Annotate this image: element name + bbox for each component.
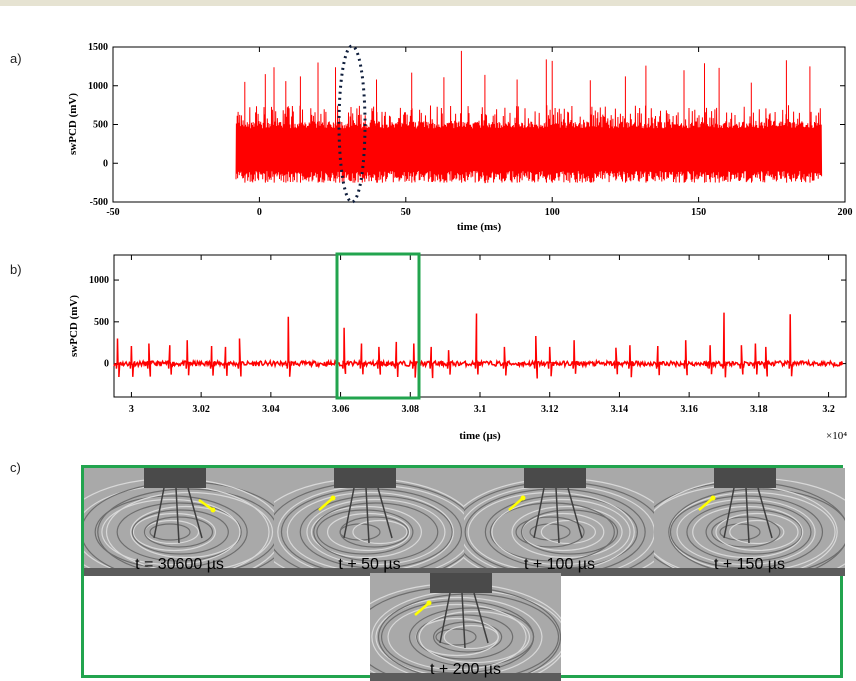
x-tick-label-a: -50 xyxy=(106,207,119,218)
x-tick-label-a: 200 xyxy=(838,207,853,218)
frame-label: t + 50 µs xyxy=(274,556,465,574)
yellow-arrow-head xyxy=(521,496,526,501)
y-tick-label-a: 0 xyxy=(103,158,108,169)
y-tick-label-a: -500 xyxy=(90,197,108,208)
x-tick-label-b: 3.04 xyxy=(262,404,280,415)
transducer-tip xyxy=(430,573,492,593)
x-tick-label-b: 3.14 xyxy=(611,404,629,415)
x-tick-label-b: 3.1 xyxy=(474,404,487,415)
y-tick-label-a: 1500 xyxy=(88,42,108,53)
highspeed-frame-2: t + 50 µs xyxy=(274,468,465,576)
x-tick-label-b: 3.2 xyxy=(822,404,835,415)
x-tick-label-b: 3 xyxy=(129,404,134,415)
transducer-tip xyxy=(334,468,396,488)
yellow-arrow-head xyxy=(331,496,336,501)
y-axis-label-a: swPCD (mV) xyxy=(67,93,79,155)
x-axis-label-b: time (µs) xyxy=(459,430,501,442)
y-tick-label-a: 500 xyxy=(93,120,108,131)
frame-label: t + 200 µs xyxy=(370,661,561,679)
highspeed-frame-4: t + 150 µs xyxy=(654,468,845,576)
yellow-arrow-head xyxy=(211,508,216,513)
transducer-tip xyxy=(144,468,206,488)
panel-label-c: c) xyxy=(10,460,21,475)
plot-area-b xyxy=(114,255,846,397)
y-tick-label-a: 1000 xyxy=(88,81,108,92)
yellow-arrow-head xyxy=(427,601,432,606)
y-tick-label-b: 1000 xyxy=(89,275,109,286)
highspeed-frame-5: t + 200 µs xyxy=(370,573,561,681)
x-tick-label-a: 50 xyxy=(401,207,411,218)
x-axis-label-a: time (ms) xyxy=(457,221,502,233)
frame-label: t + 150 µs xyxy=(654,556,845,574)
x-tick-label-b: 3.18 xyxy=(750,404,768,415)
frame-label: t = 30600 µs xyxy=(84,556,275,574)
x-tick-label-b: 3.12 xyxy=(541,404,559,415)
x-tick-label-b: 3.06 xyxy=(332,404,350,415)
y-tick-label-b: 0 xyxy=(104,359,109,370)
x-axis-multiplier: ×10⁴ xyxy=(826,430,847,442)
transducer-tip xyxy=(714,468,776,488)
panel-c-frame: t = 30600 µs t + 50 µs t + 100 µs t + 15… xyxy=(81,465,843,678)
highspeed-frame-1: t = 30600 µs xyxy=(84,468,275,576)
transducer-tip xyxy=(524,468,586,488)
x-tick-label-b: 3.16 xyxy=(680,404,698,415)
x-tick-label-a: 150 xyxy=(691,207,706,218)
x-tick-label-a: 100 xyxy=(545,207,560,218)
frame-label: t + 100 µs xyxy=(464,556,655,574)
x-tick-label-b: 3.02 xyxy=(192,404,210,415)
y-axis-label-b: swPCD (mV) xyxy=(68,295,80,357)
y-tick-label-b: 500 xyxy=(94,317,109,328)
x-tick-label-a: 0 xyxy=(257,207,262,218)
x-tick-label-b: 3.08 xyxy=(402,404,420,415)
highspeed-frame-3: t + 100 µs xyxy=(464,468,655,576)
yellow-arrow-head xyxy=(711,496,716,501)
chart-b: 3 3.02 3.04 3.06 3.08 3.1 3.12 3.14 3.16 3.18 3.2 0… xyxy=(0,236,856,448)
